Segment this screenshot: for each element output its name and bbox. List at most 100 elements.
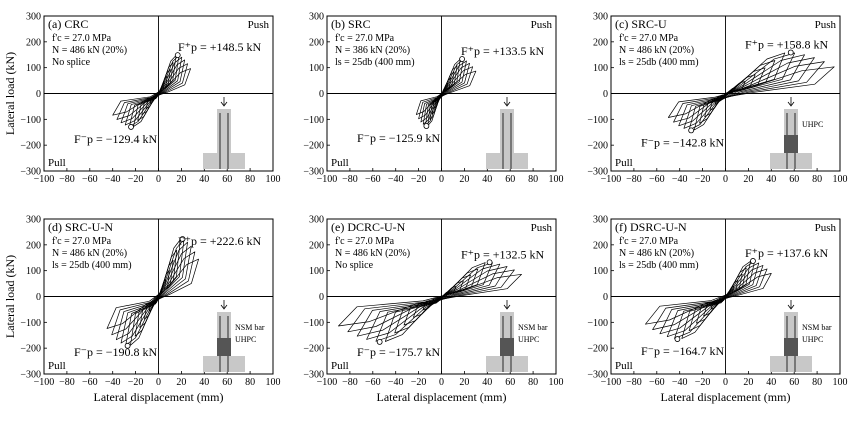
panel-parameter: N = 486 kN (20%) xyxy=(335,248,410,259)
x-tick-label: −100 xyxy=(601,377,622,388)
x-tick-label: 0 xyxy=(439,174,444,185)
x-tick-label: −80 xyxy=(342,377,358,388)
y-tick-label: 0 xyxy=(36,292,41,303)
x-tick-label: −20 xyxy=(128,377,144,388)
x-tick-label: 40 xyxy=(482,174,492,185)
y-tick-label: 300 xyxy=(309,12,324,23)
peak-label-negative: F⁻p = −190.8 kN xyxy=(74,345,158,359)
hysteresis-loop xyxy=(427,58,461,127)
hysteresis-loop xyxy=(366,263,501,340)
x-tick-label: 0 xyxy=(723,174,728,185)
hysteresis-loop xyxy=(130,239,181,346)
x-tick-label: 40 xyxy=(766,377,776,388)
x-tick-label: −100 xyxy=(317,377,338,388)
panel-4: −100 −80 −60 −40 −20 0 20 40 60 80 100−300−200−100… xyxy=(20,215,280,389)
panel-title: (c) SRC-U xyxy=(615,17,667,31)
hysteresis-loop xyxy=(678,57,815,127)
y-tick-label: 200 xyxy=(593,240,608,251)
y-tick-label: 0 xyxy=(319,89,324,100)
hysteresis-loop xyxy=(659,265,764,335)
y-tick-label: 300 xyxy=(309,215,324,226)
x-tick-label: 100 xyxy=(549,377,564,388)
y-tick-label: 100 xyxy=(26,63,41,74)
y-tick-label: −100 xyxy=(20,115,41,126)
y-tick-label: 200 xyxy=(26,37,41,48)
inset-label: NSM bar xyxy=(235,323,265,332)
peak-label-positive: F⁺p = +148.5 kN xyxy=(178,40,262,54)
x-tick-label: 20 xyxy=(459,174,469,185)
peak-label-positive: F⁺p = +222.6 kN xyxy=(178,234,262,248)
peak-marker-positive xyxy=(174,52,181,59)
hysteresis-loop xyxy=(120,241,188,344)
x-tick-label: 100 xyxy=(833,174,848,185)
hysteresis-loop xyxy=(356,266,508,337)
y-tick-label: 0 xyxy=(603,292,608,303)
panel-parameter: ls = 25db (400 mm) xyxy=(52,260,132,271)
x-tick-label: 80 xyxy=(528,377,538,388)
panel-3: −100 −80 −60 −40 −20 0 20 40 60 80 100−300−200−100… xyxy=(587,12,847,186)
x-tick-label: −20 xyxy=(411,174,427,185)
inset-arrowhead xyxy=(220,304,228,310)
peak-marker-positive xyxy=(486,259,493,266)
x-axis-label: Lateral displacement (mm) xyxy=(94,390,224,404)
hysteresis-loop xyxy=(133,55,177,127)
panel-title: (d) SRC-U-N xyxy=(48,220,113,234)
panel-parameter: N = 486 kN (20%) xyxy=(619,248,694,259)
y-tick-label: −200 xyxy=(20,141,41,152)
y-tick-label: 100 xyxy=(593,63,608,74)
panel-parameter: N = 486 kN (20%) xyxy=(52,45,127,56)
inset-uhpc-zone xyxy=(217,338,231,356)
inset-footing xyxy=(486,153,528,169)
y-tick-label: −200 xyxy=(303,141,324,152)
panel-parameter: ls = 25db (400 mm) xyxy=(335,57,415,68)
x-tick-label: −100 xyxy=(317,174,338,185)
pull-label: Pull xyxy=(615,360,633,372)
y-axis-label: Lateral load (kN) xyxy=(3,52,17,135)
inset-label: UHPC xyxy=(802,120,823,129)
y-tick-label: 300 xyxy=(593,215,608,226)
x-tick-label: −80 xyxy=(59,377,75,388)
hysteresis-loop xyxy=(115,245,192,341)
x-tick-label: −80 xyxy=(626,174,642,185)
x-tick-label: −60 xyxy=(82,174,98,185)
peak-label-negative: F⁻p = −125.9 kN xyxy=(357,131,441,145)
y-tick-label: −200 xyxy=(587,344,608,355)
panel-title: (e) DCRC-U-N xyxy=(331,220,406,234)
inset-footing xyxy=(770,153,812,169)
y-tick-label: 200 xyxy=(26,240,41,251)
peak-marker-negative xyxy=(128,124,134,130)
y-tick-label: −100 xyxy=(20,318,41,329)
panel-title: (f) DSRC-U-N xyxy=(615,220,687,234)
y-tick-label: −100 xyxy=(587,318,608,329)
peak-label-positive: F⁺p = +132.5 kN xyxy=(461,247,545,261)
peak-label-positive: F⁺p = +133.5 kN xyxy=(461,44,545,58)
hysteresis-loop xyxy=(420,62,470,123)
y-tick-label: 300 xyxy=(593,12,608,23)
hysteresis-loop xyxy=(120,59,186,124)
hysteresis-loop xyxy=(652,268,768,330)
x-axis-label: Lateral displacement (mm) xyxy=(661,390,791,404)
y-tick-label: −200 xyxy=(587,141,608,152)
peak-label-negative: F⁻p = −129.4 kN xyxy=(74,132,158,146)
x-tick-label: 0 xyxy=(156,174,161,185)
x-tick-label: −40 xyxy=(672,174,688,185)
x-tick-label: −100 xyxy=(601,174,622,185)
hysteresis-loop xyxy=(667,66,835,118)
x-tick-label: 100 xyxy=(549,174,564,185)
x-tick-label: 40 xyxy=(199,174,209,185)
x-tick-label: 100 xyxy=(833,377,848,388)
panel-6: −100 −80 −60 −40 −20 0 20 40 60 80 100−300−200−100… xyxy=(587,215,847,389)
peak-label-negative: F⁻p = −175.7 kN xyxy=(357,345,441,359)
x-tick-label: 20 xyxy=(176,174,186,185)
x-tick-label: 100 xyxy=(266,377,281,388)
x-tick-label: 40 xyxy=(199,377,209,388)
y-tick-label: −300 xyxy=(20,167,41,178)
panel-1: −100 −80 −60 −40 −20 0 20 40 60 80 100−300−200−100… xyxy=(20,12,280,186)
panel-parameter: f'c = 27.0 MPa xyxy=(52,236,112,247)
inset-footing xyxy=(203,356,245,372)
x-tick-label: −40 xyxy=(388,174,404,185)
y-tick-label: −200 xyxy=(20,344,41,355)
x-tick-label: −40 xyxy=(105,377,121,388)
x-tick-label: −60 xyxy=(82,377,98,388)
